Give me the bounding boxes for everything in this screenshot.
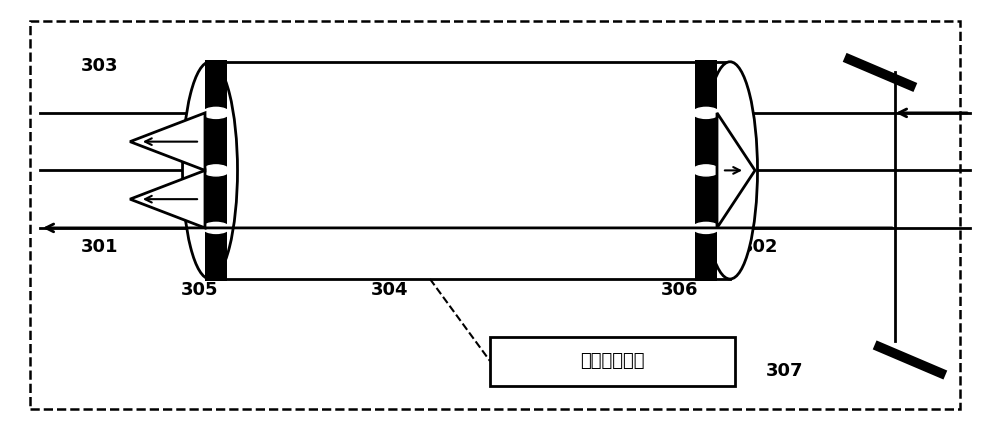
- Text: 303: 303: [81, 57, 119, 75]
- Ellipse shape: [702, 62, 758, 279]
- Bar: [205, 60, 227, 281]
- Bar: [210, 62, 730, 279]
- Text: 306: 306: [661, 281, 699, 299]
- Text: 305: 305: [181, 281, 219, 299]
- Polygon shape: [130, 113, 205, 170]
- Bar: [490, 337, 735, 386]
- Polygon shape: [130, 170, 205, 228]
- Text: 307: 307: [766, 362, 804, 380]
- Ellipse shape: [182, 62, 238, 279]
- Text: 301: 301: [81, 238, 119, 256]
- Text: 302: 302: [741, 238, 779, 256]
- Circle shape: [693, 107, 719, 118]
- Circle shape: [693, 165, 719, 176]
- Text: 温度控制模块: 温度控制模块: [580, 352, 645, 370]
- Text: 304: 304: [371, 281, 409, 299]
- Circle shape: [203, 165, 229, 176]
- Bar: [695, 60, 717, 281]
- Polygon shape: [717, 113, 755, 228]
- Circle shape: [203, 107, 229, 118]
- Circle shape: [203, 222, 229, 233]
- Circle shape: [693, 222, 719, 233]
